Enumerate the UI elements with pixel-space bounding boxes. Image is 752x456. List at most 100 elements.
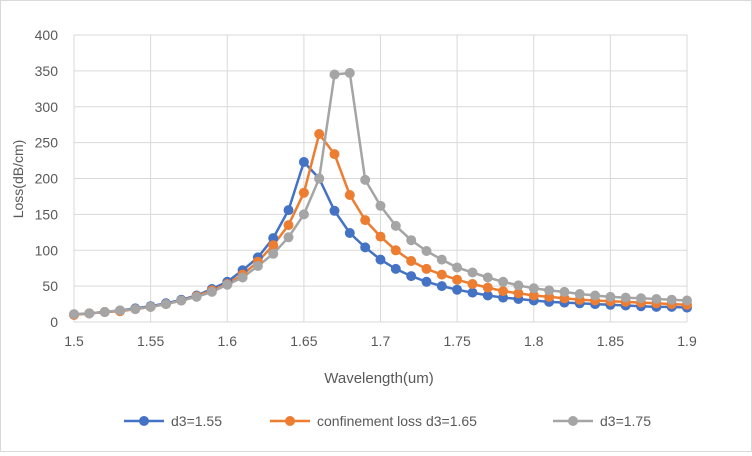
data-point-s2: [360, 215, 371, 226]
legend-label-3: d3=1.75: [600, 413, 651, 429]
data-point-s2: [329, 149, 340, 160]
data-point-s1: [482, 290, 493, 301]
data-point-s2: [314, 129, 325, 139]
data-point-s3: [329, 69, 340, 80]
data-point-s3: [375, 200, 386, 211]
grid: [73, 34, 688, 323]
data-point-s3: [390, 220, 401, 231]
data-point-s2: [283, 220, 294, 231]
data-point-s3: [574, 289, 585, 299]
data-point-s3: [206, 286, 217, 297]
x-tick-label: 1.55: [137, 333, 164, 349]
data-point-s3: [666, 294, 677, 305]
y-tick-labels: 0 50 100 150 200 250 300 350 400: [35, 27, 59, 330]
legend-marker-2: [285, 416, 295, 426]
x-axis-label: Wavelength(um): [324, 370, 433, 387]
data-point-s2: [344, 190, 355, 200]
x-tick-label: 1.65: [290, 333, 317, 349]
y-tick-label: 50: [42, 278, 58, 294]
data-point-s2: [298, 187, 309, 198]
data-point-s1: [390, 263, 401, 274]
data-point-s1: [283, 205, 294, 216]
data-point-s3: [360, 174, 371, 185]
data-point-s3: [528, 283, 539, 294]
data-point-s3: [636, 293, 646, 304]
data-point-s1: [375, 254, 386, 265]
legend-marker-1: [139, 416, 149, 426]
data-point-s3: [115, 305, 125, 316]
y-tick-label: 100: [35, 242, 59, 258]
data-point-s2: [482, 282, 493, 293]
legend-label-2: confinement loss d3=1.65: [317, 413, 477, 429]
data-point-s3: [436, 254, 447, 265]
data-point-s2: [452, 274, 463, 285]
data-point-s3: [513, 280, 524, 291]
x-tick-label: 1.8: [524, 333, 544, 349]
data-point-s3: [314, 173, 325, 184]
data-point-s3: [145, 301, 156, 312]
y-tick-label: 200: [35, 171, 59, 187]
data-point-s3: [84, 308, 95, 319]
data-point-s3: [559, 286, 570, 297]
data-point-s3: [482, 272, 493, 283]
data-point-s2: [268, 240, 279, 251]
y-tick-label: 300: [35, 99, 59, 115]
legend-label-1: d3=1.55: [171, 413, 222, 429]
data-point-s2: [528, 290, 539, 301]
y-axis-label: Loss(dB/cm): [10, 140, 26, 219]
data-point-s3: [252, 261, 263, 271]
data-point-s1: [344, 228, 355, 238]
data-point-s2: [406, 256, 417, 266]
y-tick-label: 250: [35, 135, 59, 151]
y-tick-label: 400: [35, 27, 59, 43]
x-tick-label: 1.75: [444, 333, 471, 349]
y-tick-label: 150: [35, 206, 59, 222]
data-point-s3: [191, 291, 202, 302]
data-point-s1: [298, 157, 309, 167]
data-point-s3: [130, 304, 141, 315]
data-point-s3: [605, 291, 616, 302]
data-point-s1: [436, 281, 447, 292]
data-point-s3: [651, 294, 662, 304]
data-point-s3: [176, 295, 187, 306]
data-point-s1: [268, 233, 279, 244]
data-point-s3: [544, 285, 555, 296]
data-point-s1: [329, 205, 340, 216]
data-point-s2: [375, 231, 386, 242]
x-tick-label: 1.85: [597, 333, 624, 349]
legend: d3=1.55 confinement loss d3=1.65 d3=1.75: [124, 413, 651, 429]
data-point-s3: [421, 246, 432, 256]
data-point-s1: [406, 271, 417, 282]
series-points: [69, 68, 692, 320]
data-point-s3: [452, 262, 463, 273]
x-tick-label: 1.7: [371, 333, 391, 349]
data-point-s1: [467, 287, 478, 298]
data-point-s3: [237, 272, 248, 283]
x-tick-labels: 1.5 1.55 1.6 1.65 1.7 1.75 1.8 1.85 1.9: [64, 333, 697, 349]
data-point-s3: [268, 248, 279, 259]
data-point-s3: [99, 307, 110, 317]
data-point-s3: [620, 292, 631, 303]
y-tick-label: 0: [50, 314, 58, 330]
data-point-s3: [467, 267, 478, 278]
data-point-s1: [360, 242, 371, 253]
data-point-s2: [390, 245, 401, 256]
data-point-s3: [283, 232, 294, 243]
y-tick-label: 350: [35, 63, 59, 79]
data-point-s3: [682, 295, 692, 306]
data-point-s2: [467, 279, 478, 289]
data-point-s2: [513, 288, 524, 299]
data-point-s2: [421, 263, 432, 274]
x-tick-label: 1.5: [64, 333, 84, 349]
data-point-s1: [452, 284, 463, 295]
legend-marker-3: [568, 416, 578, 426]
data-point-s3: [344, 68, 355, 78]
data-point-s3: [161, 299, 171, 310]
x-tick-label: 1.9: [677, 333, 697, 349]
x-tick-label: 1.6: [218, 333, 238, 349]
data-point-s1: [421, 276, 432, 287]
data-point-s3: [406, 235, 417, 246]
data-point-s3: [69, 309, 79, 320]
